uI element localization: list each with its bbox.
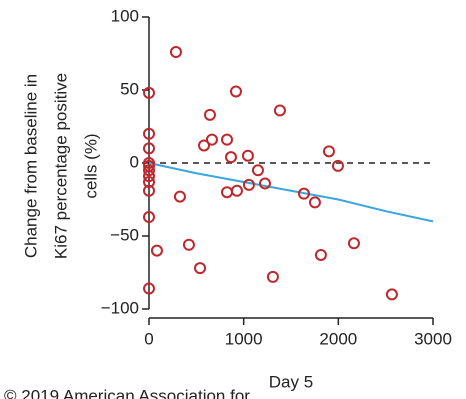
y-tick-label: 50 bbox=[120, 79, 139, 98]
data-point bbox=[143, 170, 155, 183]
data-point bbox=[143, 127, 155, 140]
data-point bbox=[224, 151, 237, 164]
data-point bbox=[273, 104, 286, 117]
data-point bbox=[241, 149, 254, 162]
data-point bbox=[297, 187, 310, 200]
data-point bbox=[347, 237, 360, 250]
data-point bbox=[242, 178, 255, 191]
x-tick-label: 3000 bbox=[414, 329, 452, 348]
data-point bbox=[143, 184, 155, 197]
data-point bbox=[266, 270, 279, 283]
data-point bbox=[314, 248, 327, 261]
y-tick-label: −50 bbox=[110, 225, 139, 244]
y-tick-label: 100 bbox=[111, 6, 139, 25]
data-point bbox=[143, 175, 155, 188]
y-axis-title-line: Ki67 percentage positive bbox=[51, 73, 70, 259]
data-point bbox=[143, 211, 155, 224]
data-point bbox=[385, 288, 398, 301]
data-point bbox=[143, 164, 155, 177]
y-axis-title-line: Change from baseline in bbox=[21, 74, 40, 258]
x-axis-title: Day 5 bbox=[269, 372, 313, 391]
data-point bbox=[182, 238, 195, 251]
data-point bbox=[143, 142, 155, 155]
fit-line bbox=[148, 162, 434, 223]
x-tick-label: 1000 bbox=[225, 329, 263, 348]
data-point bbox=[169, 46, 182, 59]
data-point bbox=[221, 133, 234, 146]
y-tick-label: 0 bbox=[130, 152, 139, 171]
data-point bbox=[198, 139, 211, 152]
data-point bbox=[230, 184, 243, 197]
data-point bbox=[322, 145, 335, 158]
y-tick-label: −100 bbox=[101, 298, 139, 317]
x-tick-label: 0 bbox=[144, 329, 153, 348]
data-point bbox=[194, 262, 207, 275]
data-point bbox=[308, 196, 321, 209]
data-point bbox=[229, 85, 242, 98]
data-point bbox=[251, 164, 264, 177]
data-point bbox=[143, 86, 155, 99]
data-point bbox=[331, 159, 344, 172]
data-point bbox=[221, 186, 234, 199]
data-point bbox=[143, 282, 155, 295]
footer: © 2019 American Association for bbox=[4, 386, 250, 399]
data-point bbox=[205, 133, 218, 146]
data-point bbox=[173, 190, 186, 203]
data-point bbox=[258, 177, 271, 190]
y-axis-title: Change from baseline in Ki67 percentage … bbox=[21, 73, 100, 259]
x-tick-label: 2000 bbox=[319, 329, 357, 348]
data-point bbox=[203, 108, 216, 121]
data-point bbox=[150, 244, 163, 257]
y-axis-title-line: cells (%) bbox=[81, 133, 100, 198]
